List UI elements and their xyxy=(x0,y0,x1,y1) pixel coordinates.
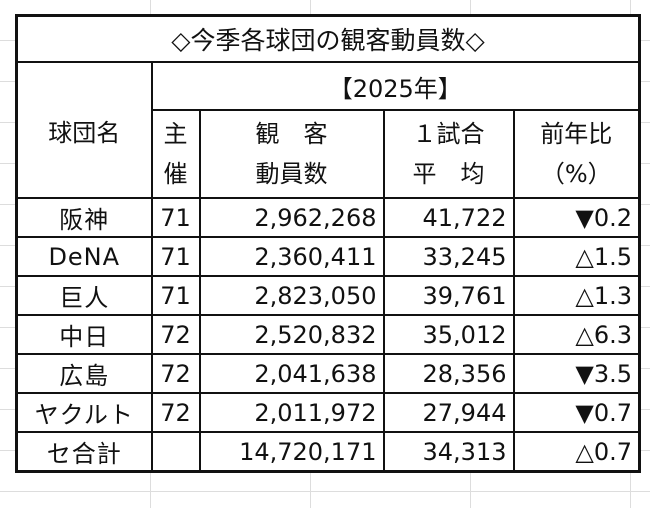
team-name: ヤクルト xyxy=(15,392,153,433)
average-attendance: 39,761 xyxy=(382,275,515,316)
table-row: DeNA 71 2,360,411 33,245 △1.5 xyxy=(15,236,641,277)
header-year: 【2025年】 xyxy=(150,61,641,111)
yoy-change: ▼0.2 xyxy=(512,197,641,238)
total-yoy: △0.7 xyxy=(512,431,641,473)
average-attendance: 33,245 xyxy=(382,236,515,277)
yoy-change: △6.3 xyxy=(512,314,641,355)
games-count: 72 xyxy=(150,314,201,355)
yoy-change: △1.3 xyxy=(512,275,641,316)
attendance: 2,962,268 xyxy=(198,197,385,238)
header-attendance: 観 客 動員数 xyxy=(198,109,385,199)
attendance: 2,041,638 xyxy=(198,353,385,394)
average-attendance: 28,356 xyxy=(382,353,515,394)
attendance: 2,011,972 xyxy=(198,392,385,433)
yoy-change: ▼0.7 xyxy=(512,392,641,433)
table-row: 広島 72 2,041,638 28,356 ▼3.5 xyxy=(15,353,641,394)
header-yoy: 前年比 （%） xyxy=(512,109,641,199)
attendance: 2,823,050 xyxy=(198,275,385,316)
team-name: 広島 xyxy=(15,353,153,394)
games-count: 72 xyxy=(150,392,201,433)
total-games xyxy=(150,431,201,473)
attendance: 2,520,832 xyxy=(198,314,385,355)
games-count: 72 xyxy=(150,353,201,394)
header-team: 球団名 xyxy=(15,61,153,199)
team-name: 中日 xyxy=(15,314,153,355)
games-count: 71 xyxy=(150,236,201,277)
total-label: セ合計 xyxy=(15,431,153,473)
table-title: ◇今季各球団の観客動員数◇ xyxy=(15,14,641,63)
table-row: 中日 72 2,520,832 35,012 △6.3 xyxy=(15,314,641,355)
total-attendance: 14,720,171 xyxy=(198,431,385,473)
attendance-table: ◇今季各球団の観客動員数◇ 球団名 【2025年】 主 催 観 客 動員数 １試… xyxy=(15,14,641,473)
header-per-game: １試合 平 均 xyxy=(382,109,515,199)
attendance: 2,360,411 xyxy=(198,236,385,277)
average-attendance: 41,722 xyxy=(382,197,515,238)
table-row: ヤクルト 72 2,011,972 27,944 ▼0.7 xyxy=(15,392,641,433)
table-row: 巨人 71 2,823,050 39,761 △1.3 xyxy=(15,275,641,316)
team-name: 巨人 xyxy=(15,275,153,316)
yoy-change: ▼3.5 xyxy=(512,353,641,394)
total-row: セ合計 14,720,171 34,313 △0.7 xyxy=(15,431,641,473)
games-count: 71 xyxy=(150,275,201,316)
table-row: 阪神 71 2,962,268 41,722 ▼0.2 xyxy=(15,197,641,238)
yoy-change: △1.5 xyxy=(512,236,641,277)
team-name: DeNA xyxy=(15,236,153,277)
average-attendance: 27,944 xyxy=(382,392,515,433)
games-count: 71 xyxy=(150,197,201,238)
average-attendance: 35,012 xyxy=(382,314,515,355)
total-average: 34,313 xyxy=(382,431,515,473)
team-name: 阪神 xyxy=(15,197,153,238)
header-hosted: 主 催 xyxy=(150,109,201,199)
